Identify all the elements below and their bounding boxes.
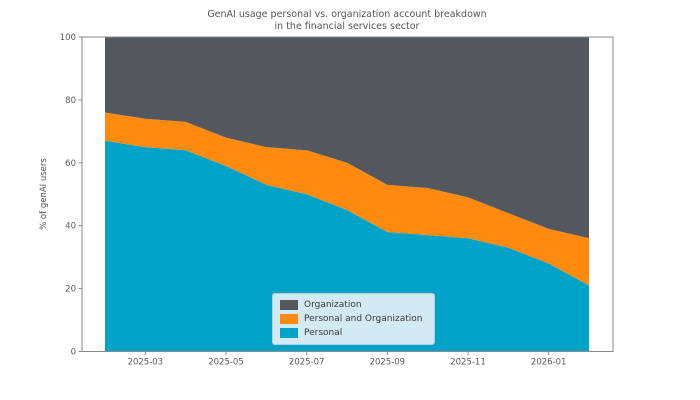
legend-label: Personal xyxy=(304,328,343,338)
y-tick-label: 60 xyxy=(65,159,76,169)
chart-title-line2: in the financial services sector xyxy=(274,20,420,32)
legend-item-personal-and-organization: Personal and Organization xyxy=(280,314,427,324)
x-tick-label: 2025-05 xyxy=(208,358,244,368)
legend-label: Organization xyxy=(304,300,362,310)
chart-title: GenAI usage personal vs. organization ac… xyxy=(97,9,597,32)
x-tick-label: 2025-03 xyxy=(128,358,164,368)
legend-item-organization: Organization xyxy=(280,300,427,310)
legend-swatch-icon xyxy=(280,328,298,338)
legend-swatch-icon xyxy=(280,300,298,310)
x-tick-label: 2026-01 xyxy=(531,358,567,368)
x-tick-label: 2025-09 xyxy=(370,358,406,368)
y-tick-label: 0 xyxy=(71,348,76,358)
y-tick-label: 100 xyxy=(60,33,76,43)
y-tick-label: 20 xyxy=(65,285,76,295)
area-personal xyxy=(105,140,589,352)
area-personal-and-organization xyxy=(105,112,589,286)
y-tick-label: 40 xyxy=(65,222,76,232)
x-tick-label: 2025-11 xyxy=(450,358,486,368)
chart-title-line1: GenAI usage personal vs. organization ac… xyxy=(207,9,487,20)
y-tick-label: 80 xyxy=(65,96,76,106)
legend-swatch-icon xyxy=(280,314,298,324)
legend-item-personal: Personal xyxy=(280,328,427,338)
axes-frame xyxy=(81,36,614,352)
legend: Organization Personal and Organization Per… xyxy=(272,293,435,345)
legend-label: Personal and Organization xyxy=(304,314,423,324)
area-organization xyxy=(105,37,589,239)
x-tick-label: 2025-07 xyxy=(289,358,325,368)
